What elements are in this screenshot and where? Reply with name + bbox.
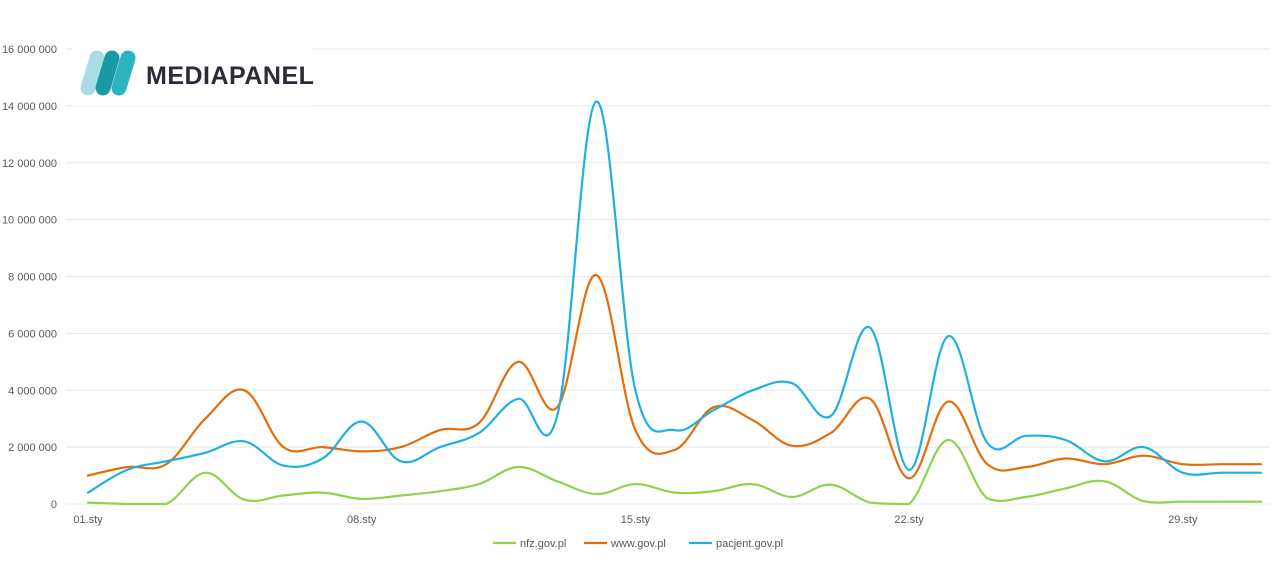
legend-item: nfz.gov.pl	[493, 538, 566, 550]
x-tick-label: 29.sty	[1168, 514, 1198, 526]
mediapanel-logo: MEDIAPANEL	[72, 44, 314, 106]
legend-item: www.gov.pl	[584, 538, 666, 550]
legend-label: nfz.gov.pl	[520, 538, 566, 550]
y-axis-tick-labels: 0 2 000 000 4 000 000 6 000 000 8 000 000 10 …	[2, 44, 57, 511]
series-line-www-gov-pl	[86, 274, 1263, 480]
y-tick-label: 12 000 000	[2, 158, 57, 170]
logo-mark-bar-2	[111, 50, 136, 96]
logo-text: MEDIAPANEL	[146, 62, 314, 90]
legend-label: www.gov.pl	[610, 538, 666, 550]
logo-mark-bar-1	[80, 50, 105, 96]
x-tick-label: 15.sty	[621, 514, 651, 526]
legend-label: pacjent.gov.pl	[716, 538, 783, 550]
y-tick-label: 8 000 000	[8, 272, 57, 284]
logo-mark-bar-3	[95, 50, 120, 96]
gridlines	[66, 48, 1270, 505]
y-tick-label: 10 000 000	[2, 215, 57, 227]
x-tick-label: 08.sty	[347, 514, 377, 526]
x-axis-tick-labels: 01.sty 08.sty 15.sty 22.sty 29.sty	[73, 514, 1198, 526]
series-lines	[86, 100, 1263, 506]
series-line-pacjent-gov-pl	[86, 100, 1263, 494]
y-tick-label: 16 000 000	[2, 44, 57, 56]
series-line-nfz-gov-pl	[86, 438, 1263, 506]
x-tick-label: 22.sty	[894, 514, 924, 526]
y-tick-label: 6 000 000	[8, 328, 57, 340]
y-tick-label: 14 000 000	[2, 101, 57, 113]
legend: nfz.gov.pl www.gov.pl pacjent.gov.pl	[493, 538, 783, 550]
y-tick-label: 0	[51, 499, 57, 511]
y-tick-label: 4 000 000	[8, 385, 57, 397]
y-tick-label: 2 000 000	[8, 442, 57, 454]
legend-item: pacjent.gov.pl	[689, 538, 783, 550]
x-tick-label: 01.sty	[73, 514, 103, 526]
